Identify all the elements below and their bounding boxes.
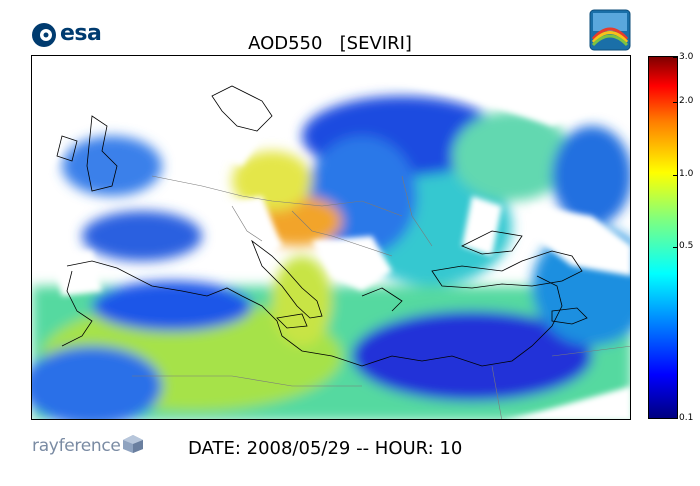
aod-map-image xyxy=(32,56,630,419)
colorbar-tickmark xyxy=(673,418,678,419)
esa-logo-text: esa xyxy=(60,21,102,46)
colorbar-tickmark xyxy=(673,102,678,103)
cci-logo-icon xyxy=(589,9,631,51)
esa-logo-icon xyxy=(32,23,56,47)
aod-map xyxy=(31,55,631,420)
colorbar-tick-label: 3.0 xyxy=(679,52,694,62)
colorbar-tickmark xyxy=(673,247,678,248)
colorbar-tick-label: 0.1 xyxy=(679,413,694,423)
rayference-logo-text: rayference xyxy=(32,436,121,456)
rayference-logo-icon xyxy=(123,435,143,453)
colorbar-tick-label: 1.0 xyxy=(679,169,694,179)
colorbar-tick-label: 0.5 xyxy=(679,241,694,251)
colorbar-tickmark xyxy=(673,175,678,176)
map-title: AOD550 [SEVIRI] xyxy=(248,33,412,54)
colorbar-tickmark xyxy=(673,57,678,58)
colorbar xyxy=(648,56,678,419)
date-hour-label: DATE: 2008/05/29 -- HOUR: 10 xyxy=(188,438,463,459)
cci-logo xyxy=(589,9,631,51)
esa-logo: esa xyxy=(30,20,112,50)
colorbar-tick-label: 2.0 xyxy=(679,96,694,106)
